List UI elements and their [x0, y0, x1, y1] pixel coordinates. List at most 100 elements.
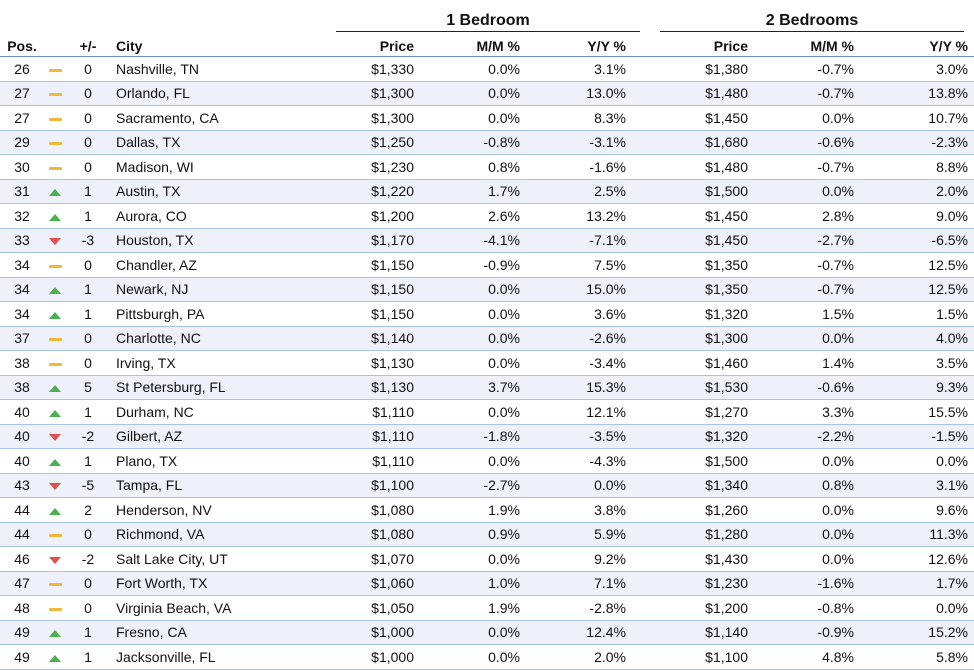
cell-yy-1br: 7.1%: [534, 571, 634, 596]
cell-change: 0: [66, 81, 110, 106]
cell-mm-1br: 2.6%: [414, 203, 534, 229]
cell-mm-1br: 0.0%: [414, 448, 534, 474]
cell-pos: 29: [0, 130, 44, 155]
cell-pos: 37: [0, 326, 44, 351]
cell-yy-1br: 3.8%: [534, 497, 634, 523]
cell-yy-2br: 13.8%: [868, 81, 974, 106]
cell-yy-1br: -3.1%: [534, 130, 634, 155]
cell-change: 1: [66, 179, 110, 204]
cell-yy-1br: -3.5%: [534, 424, 634, 449]
cell-pos: 40: [0, 448, 44, 474]
cell-trend: [44, 595, 66, 621]
cell-mm-2br: 0.0%: [748, 522, 868, 547]
cell-yy-1br: -2.8%: [534, 595, 634, 621]
group-divider-2-bedrooms: [660, 31, 964, 32]
cell-city: Tampa, FL: [110, 473, 302, 498]
cell-mm-1br: 0.0%: [414, 546, 534, 572]
cell-mm-1br: -0.8%: [414, 130, 534, 155]
dash-icon: [48, 362, 62, 366]
table-row: 44 2 Henderson, NV $1,080 1.9% 3.8% $1,260 0.0%…: [0, 497, 974, 523]
arrow-up-icon: [49, 287, 61, 295]
table-row: 29 0 Dallas, TX $1,250 -0.8% -3.1% $1,680 -0.6%…: [0, 130, 974, 155]
cell-mm-2br: 0.0%: [748, 497, 868, 523]
dash-icon: [48, 607, 62, 611]
cell-price-2br: $1,500: [634, 448, 748, 474]
cell-price-2br: $1,270: [634, 399, 748, 425]
cell-yy-2br: -1.5%: [868, 424, 974, 449]
cell-mm-2br: 0.0%: [748, 326, 868, 351]
cell-yy-1br: 7.5%: [534, 252, 634, 278]
cell-change: -3: [66, 228, 110, 253]
cell-yy-1br: 12.4%: [534, 620, 634, 645]
cell-mm-2br: -0.7%: [748, 154, 868, 180]
cell-yy-2br: 2.0%: [868, 179, 974, 204]
cell-city: Gilbert, AZ: [110, 424, 302, 449]
cell-pos: 44: [0, 522, 44, 547]
cell-trend: [44, 105, 66, 131]
cell-city: Dallas, TX: [110, 130, 302, 155]
cell-city: Aurora, CO: [110, 203, 302, 229]
cell-price-2br: $1,340: [634, 473, 748, 498]
cell-mm-2br: -2.7%: [748, 228, 868, 253]
cell-trend: [44, 252, 66, 278]
cell-pos: 38: [0, 375, 44, 400]
table-row: 38 5 St Petersburg, FL $1,130 3.7% 15.3% $1,53…: [0, 375, 974, 400]
arrow-up-icon: [49, 311, 61, 319]
table-body: 26 0 Nashville, TN $1,330 0.0% 3.1% $1,380 -0.7…: [0, 56, 974, 670]
cell-mm-2br: -1.6%: [748, 571, 868, 596]
cell-yy-2br: 12.5%: [868, 277, 974, 302]
dash-icon: [48, 534, 62, 538]
table-row: 31 1 Austin, TX $1,220 1.7% 2.5% $1,500 0.0% 2.0…: [0, 179, 974, 204]
table-row: 34 1 Newark, NJ $1,150 0.0% 15.0% $1,350 -0.7% 1…: [0, 277, 974, 302]
cell-city: Richmond, VA: [110, 522, 302, 547]
cell-city: Virginia Beach, VA: [110, 595, 302, 621]
header-price-1br: Price: [302, 35, 414, 57]
cell-pos: 44: [0, 497, 44, 523]
cell-pos: 49: [0, 620, 44, 645]
cell-mm-1br: 1.7%: [414, 179, 534, 204]
cell-trend: [44, 179, 66, 204]
cell-pos: 34: [0, 277, 44, 302]
table-row: 47 0 Fort Worth, TX $1,060 1.0% 7.1% $1,230 -1.…: [0, 571, 974, 596]
header-trend: [44, 35, 66, 57]
header-city: City: [110, 35, 302, 57]
cell-pos: 27: [0, 81, 44, 106]
table-row: 33 -3 Houston, TX $1,170 -4.1% -7.1% $1,450 -2.…: [0, 228, 974, 253]
cell-yy-1br: -4.3%: [534, 448, 634, 474]
cell-price-1br: $1,300: [302, 81, 414, 106]
cell-pos: 48: [0, 595, 44, 621]
cell-yy-2br: 8.8%: [868, 154, 974, 180]
table-row: 40 1 Durham, NC $1,110 0.0% 12.1% $1,270 3.3% 15…: [0, 399, 974, 425]
dash-icon: [48, 68, 62, 72]
cell-price-1br: $1,060: [302, 571, 414, 596]
cell-yy-2br: 3.0%: [868, 56, 974, 82]
cell-price-1br: $1,080: [302, 497, 414, 523]
table-row: 40 1 Plano, TX $1,110 0.0% -4.3% $1,500 0.0% 0.0…: [0, 448, 974, 474]
cell-city: St Petersburg, FL: [110, 375, 302, 400]
arrow-up-icon: [49, 385, 61, 393]
cell-pos: 38: [0, 350, 44, 376]
cell-mm-1br: 1.9%: [414, 595, 534, 621]
cell-yy-1br: 8.3%: [534, 105, 634, 131]
group-title-2-bedrooms: 2 Bedrooms: [765, 12, 859, 29]
cell-price-1br: $1,050: [302, 595, 414, 621]
cell-mm-2br: -0.6%: [748, 130, 868, 155]
arrow-down-icon: [49, 556, 61, 564]
table-row: 49 1 Fresno, CA $1,000 0.0% 12.4% $1,140 -0.9% 1…: [0, 620, 974, 645]
cell-city: Durham, NC: [110, 399, 302, 425]
arrow-up-icon: [49, 189, 61, 197]
cell-change: 1: [66, 399, 110, 425]
cell-trend: [44, 154, 66, 180]
cell-mm-1br: 0.0%: [414, 350, 534, 376]
cell-change: 1: [66, 203, 110, 229]
cell-price-1br: $1,150: [302, 252, 414, 278]
cell-trend: [44, 203, 66, 229]
cell-pos: 30: [0, 154, 44, 180]
cell-yy-2br: -2.3%: [868, 130, 974, 155]
cell-price-2br: $1,530: [634, 375, 748, 400]
cell-price-2br: $1,380: [634, 56, 748, 82]
table-row: 43 -5 Tampa, FL $1,100 -2.7% 0.0% $1,340 0.8% 3.…: [0, 473, 974, 498]
cell-yy-1br: -3.4%: [534, 350, 634, 376]
cell-mm-1br: -0.9%: [414, 252, 534, 278]
cell-mm-2br: -2.2%: [748, 424, 868, 449]
